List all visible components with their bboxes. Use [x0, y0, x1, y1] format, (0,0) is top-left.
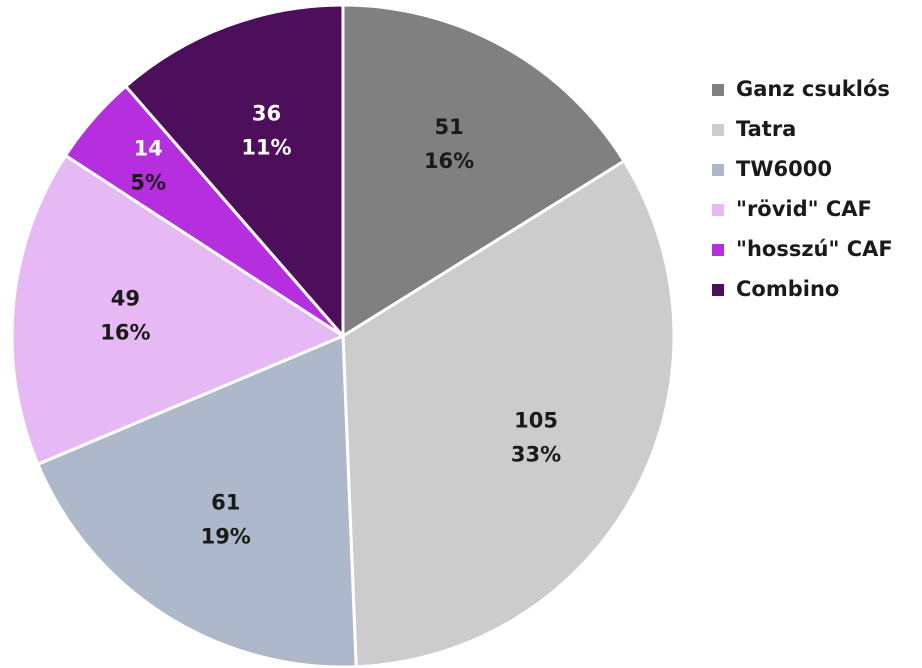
percent-label: 11%: [241, 135, 291, 159]
percent-label: 5%: [130, 171, 166, 195]
legend-swatch: [712, 244, 724, 256]
percent-label: 16%: [424, 149, 474, 173]
legend-label: "rövid" CAF: [736, 197, 872, 221]
legend-label: TW6000: [736, 157, 832, 181]
legend-label: "hosszú" CAF: [736, 237, 893, 261]
legend-label: Ganz csuklós: [736, 77, 890, 101]
data-label: 61: [211, 490, 240, 514]
legend-swatch: [712, 204, 724, 216]
legend-label: Combino: [736, 277, 839, 301]
legend-swatch: [712, 164, 724, 176]
data-label: 105: [514, 408, 558, 432]
legend-label: Tatra: [736, 117, 796, 141]
percent-label: 16%: [100, 320, 150, 344]
chart: 51 16% 105 33% 61 19% 49 16% 14 5% 36 11% Ganz csukl…: [0, 0, 922, 668]
legend-swatch: [712, 124, 724, 136]
legend-swatch: [712, 84, 724, 96]
legend-swatch: [712, 284, 724, 296]
data-label: 51: [434, 115, 463, 139]
percent-label: 19%: [201, 524, 251, 548]
percent-label: 33%: [511, 442, 561, 466]
data-label: 49: [111, 286, 140, 310]
data-label: 36: [252, 101, 281, 125]
data-label: 14: [134, 137, 163, 161]
